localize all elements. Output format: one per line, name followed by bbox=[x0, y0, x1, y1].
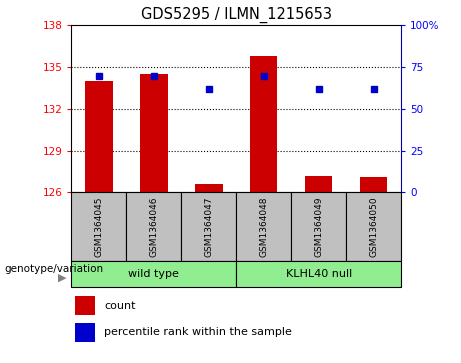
Bar bbox=[195, 184, 223, 192]
Bar bbox=[236, 261, 401, 287]
Text: wild type: wild type bbox=[129, 269, 179, 279]
Bar bbox=[75, 296, 95, 315]
Text: GSM1364047: GSM1364047 bbox=[204, 197, 213, 257]
Bar bbox=[181, 192, 236, 261]
Bar bbox=[346, 192, 401, 261]
Bar bbox=[126, 192, 181, 261]
Bar bbox=[305, 176, 332, 192]
Text: GSM1364046: GSM1364046 bbox=[149, 197, 159, 257]
Bar bbox=[140, 74, 168, 192]
Text: GSM1364045: GSM1364045 bbox=[95, 197, 103, 257]
Bar bbox=[250, 56, 278, 192]
Bar bbox=[75, 323, 95, 342]
Bar bbox=[236, 192, 291, 261]
Bar bbox=[71, 261, 236, 287]
Text: count: count bbox=[104, 301, 136, 311]
Text: ▶: ▶ bbox=[58, 273, 66, 283]
Text: GSM1364048: GSM1364048 bbox=[259, 197, 268, 257]
Text: genotype/variation: genotype/variation bbox=[5, 264, 104, 274]
Title: GDS5295 / ILMN_1215653: GDS5295 / ILMN_1215653 bbox=[141, 7, 332, 23]
Text: GSM1364049: GSM1364049 bbox=[314, 197, 323, 257]
Text: KLHL40 null: KLHL40 null bbox=[285, 269, 352, 279]
Bar bbox=[360, 177, 387, 192]
Bar bbox=[71, 192, 126, 261]
Text: GSM1364050: GSM1364050 bbox=[369, 196, 378, 257]
Bar bbox=[85, 81, 112, 192]
Bar bbox=[291, 192, 346, 261]
Text: percentile rank within the sample: percentile rank within the sample bbox=[104, 327, 292, 337]
